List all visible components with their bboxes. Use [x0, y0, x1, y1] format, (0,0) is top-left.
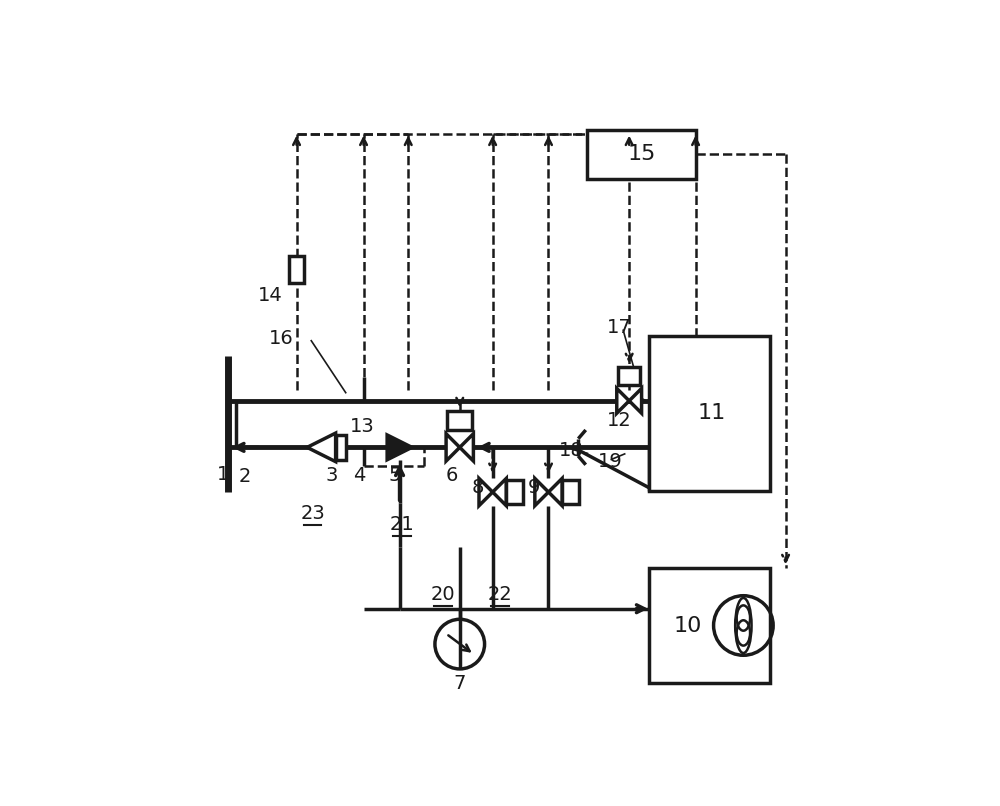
Text: 17: 17 — [607, 318, 632, 337]
Text: 1: 1 — [216, 464, 229, 484]
Text: 4: 4 — [353, 466, 365, 484]
Polygon shape — [446, 434, 460, 461]
Bar — [506, 480, 523, 505]
Text: 16: 16 — [269, 330, 294, 348]
Bar — [562, 480, 579, 505]
Polygon shape — [460, 434, 473, 461]
Polygon shape — [535, 479, 548, 505]
Bar — [447, 411, 472, 430]
Text: 22: 22 — [488, 585, 512, 604]
Polygon shape — [548, 479, 562, 505]
Text: 8: 8 — [472, 478, 484, 497]
Text: 3: 3 — [325, 466, 337, 484]
Text: 11: 11 — [698, 403, 726, 423]
Text: 5: 5 — [388, 466, 401, 484]
Text: 2: 2 — [238, 467, 251, 486]
Bar — [649, 335, 770, 491]
Text: 19: 19 — [598, 452, 623, 472]
Bar — [618, 368, 640, 384]
Text: 23: 23 — [300, 505, 325, 523]
Polygon shape — [629, 388, 642, 413]
Text: 13: 13 — [350, 418, 375, 436]
Text: 12: 12 — [607, 411, 632, 430]
Polygon shape — [307, 433, 336, 462]
Text: 20: 20 — [431, 585, 455, 604]
Text: 14: 14 — [258, 286, 283, 305]
Bar — [649, 568, 770, 683]
Text: 21: 21 — [390, 516, 414, 534]
Polygon shape — [617, 388, 629, 413]
Text: 15: 15 — [627, 144, 655, 164]
Polygon shape — [387, 435, 412, 459]
Polygon shape — [479, 479, 493, 505]
Polygon shape — [493, 479, 506, 505]
Text: 18: 18 — [559, 441, 584, 460]
Text: 9: 9 — [528, 478, 540, 497]
Text: 7: 7 — [454, 674, 466, 692]
Text: 6: 6 — [445, 466, 458, 484]
Text: 10: 10 — [674, 616, 702, 636]
Bar — [336, 435, 346, 459]
Bar — [587, 131, 696, 179]
Bar — [289, 256, 304, 283]
